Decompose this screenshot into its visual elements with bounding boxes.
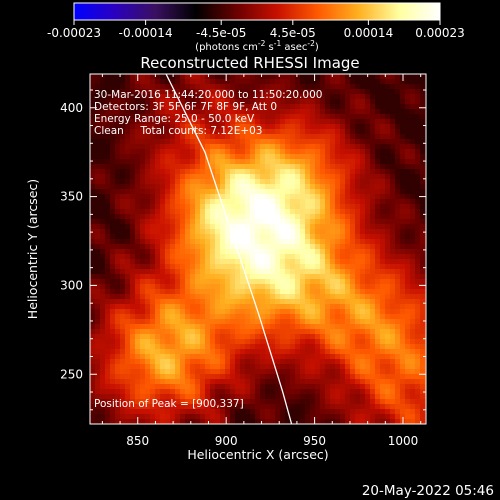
- colorbar-tick-label: 0.00014: [344, 26, 394, 40]
- colorbar-tick-label: -0.00023: [47, 26, 101, 40]
- colorbar-units-label: (photons cm-2 s-1 asec-2): [195, 39, 319, 54]
- annotation-clean-counts: Clean Total counts: 7.12E+03: [94, 125, 263, 137]
- heatmap-image: [90, 74, 426, 424]
- annotation-detectors: Detectors: 3F 5F 6F 7F 8F 9F, Att 0: [94, 101, 277, 113]
- y-tick-label: 350: [60, 190, 83, 204]
- colorbar-ticks: -0.00023 -0.00014 -4.5e-05 4.5e-05 0.00014 0.…: [47, 20, 465, 40]
- x-tick-label: 900: [215, 434, 238, 448]
- colorbar-gradient: [73, 2, 441, 21]
- x-axis-label: Heliocentric X (arcsec): [187, 447, 328, 462]
- observation-annotations: 30-Mar-2016 11:44:20.000 to 11:50:20.000…: [94, 89, 322, 410]
- annotation-energy-range: Energy Range: 25.0 - 50.0 keV: [94, 113, 255, 125]
- y-tick-label: 300: [60, 278, 83, 292]
- chart-title: Reconstructed RHESSI Image: [140, 54, 359, 72]
- x-tick-label: 1000: [388, 434, 419, 448]
- colorbar-tick-label: -4.5e-05: [196, 26, 246, 40]
- footer-timestamp: 20-May-2022 05:46: [362, 483, 494, 499]
- annotation-peak-position: Position of Peak = [900,337]: [94, 398, 244, 410]
- y-axis-label: Heliocentric Y (arcsec): [25, 179, 40, 319]
- solar-limb-line: [165, 74, 293, 424]
- x-tick-label: 850: [126, 434, 149, 448]
- colorbar: -0.00023 -0.00014 -4.5e-05 4.5e-05 0.00014 0.…: [47, 2, 465, 54]
- axis-ticks: 850 900 950 1000 250 300 350 400: [60, 74, 426, 448]
- x-tick-label: 950: [303, 434, 326, 448]
- annotation-time-range: 30-Mar-2016 11:44:20.000 to 11:50:20.000: [94, 89, 322, 101]
- colorbar-tick-label: 0.00023: [415, 26, 465, 40]
- plot-frame: [89, 73, 427, 425]
- y-tick-label: 400: [60, 101, 83, 115]
- colorbar-tick-label: -0.00014: [119, 26, 173, 40]
- y-tick-label: 250: [60, 367, 83, 381]
- colorbar-tick-label: 4.5e-05: [270, 26, 316, 40]
